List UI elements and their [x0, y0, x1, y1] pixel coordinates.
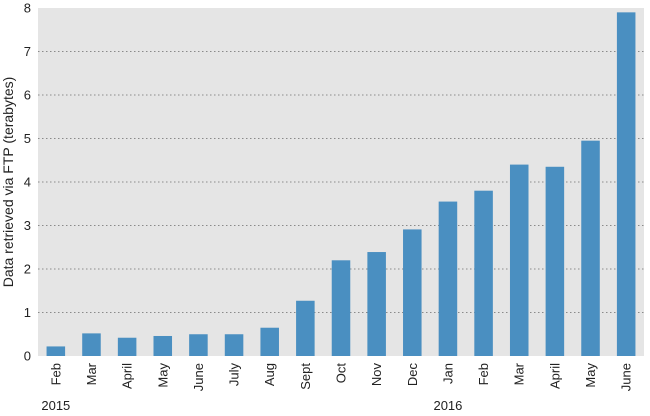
bar [438, 201, 458, 356]
x-tick-label: April [547, 363, 562, 389]
y-tick-label: 1 [24, 305, 31, 320]
y-tick-label: 6 [24, 88, 31, 103]
x-tick-label: Feb [476, 363, 491, 385]
x-tick-label: June [619, 363, 634, 391]
x-tick-label: May [155, 363, 170, 388]
gridlines [38, 51, 644, 313]
x-tick-label: June [191, 363, 206, 391]
x-tick-label: July [227, 363, 242, 387]
x-tick-label: Jan [440, 363, 455, 384]
y-tick-label: 8 [24, 1, 31, 16]
x-tick-label: Oct [334, 363, 349, 384]
bar [403, 229, 422, 356]
x-tick-label: Aug [262, 363, 277, 386]
y-tick-label: 0 [24, 349, 31, 364]
y-tick-label: 4 [24, 175, 31, 190]
x-tick-label: Feb [48, 363, 63, 385]
bar [581, 140, 600, 356]
bar [117, 337, 137, 356]
year-labels: 2015 2016 [41, 398, 462, 413]
x-tick-label: May [583, 363, 598, 388]
bar [224, 334, 244, 356]
bar [189, 334, 208, 356]
x-axis-ticks: Feb Mar April May June July Aug Sept Oct Nov Dec Ja… [48, 362, 633, 391]
x-tick-label: Mar [84, 362, 99, 385]
bar [474, 190, 493, 356]
bar [82, 333, 101, 356]
x-tick-label: Nov [369, 363, 384, 387]
y-tick-label: 3 [24, 218, 31, 233]
x-tick-label: Mar [512, 362, 527, 385]
bar [509, 164, 529, 356]
bars [46, 12, 636, 356]
bar [296, 300, 315, 356]
x-tick-label: Dec [405, 363, 420, 387]
year-label: 2015 [41, 398, 70, 413]
bar [545, 166, 565, 356]
bar [616, 12, 636, 356]
x-tick-label: April [120, 363, 135, 389]
bar [153, 335, 173, 356]
bar [46, 346, 66, 356]
y-tick-label: 2 [24, 262, 31, 277]
y-axis-label: Data retrieved via FTP (terabytes) [0, 77, 16, 288]
bar [367, 252, 386, 356]
bar [260, 327, 279, 356]
year-label: 2016 [433, 398, 462, 413]
y-tick-label: 5 [24, 131, 31, 146]
x-tick-label: Sept [298, 363, 313, 390]
bar [331, 260, 351, 356]
y-tick-label: 7 [24, 44, 31, 59]
y-axis-ticks: 0 1 2 3 4 5 6 7 8 [24, 1, 31, 364]
